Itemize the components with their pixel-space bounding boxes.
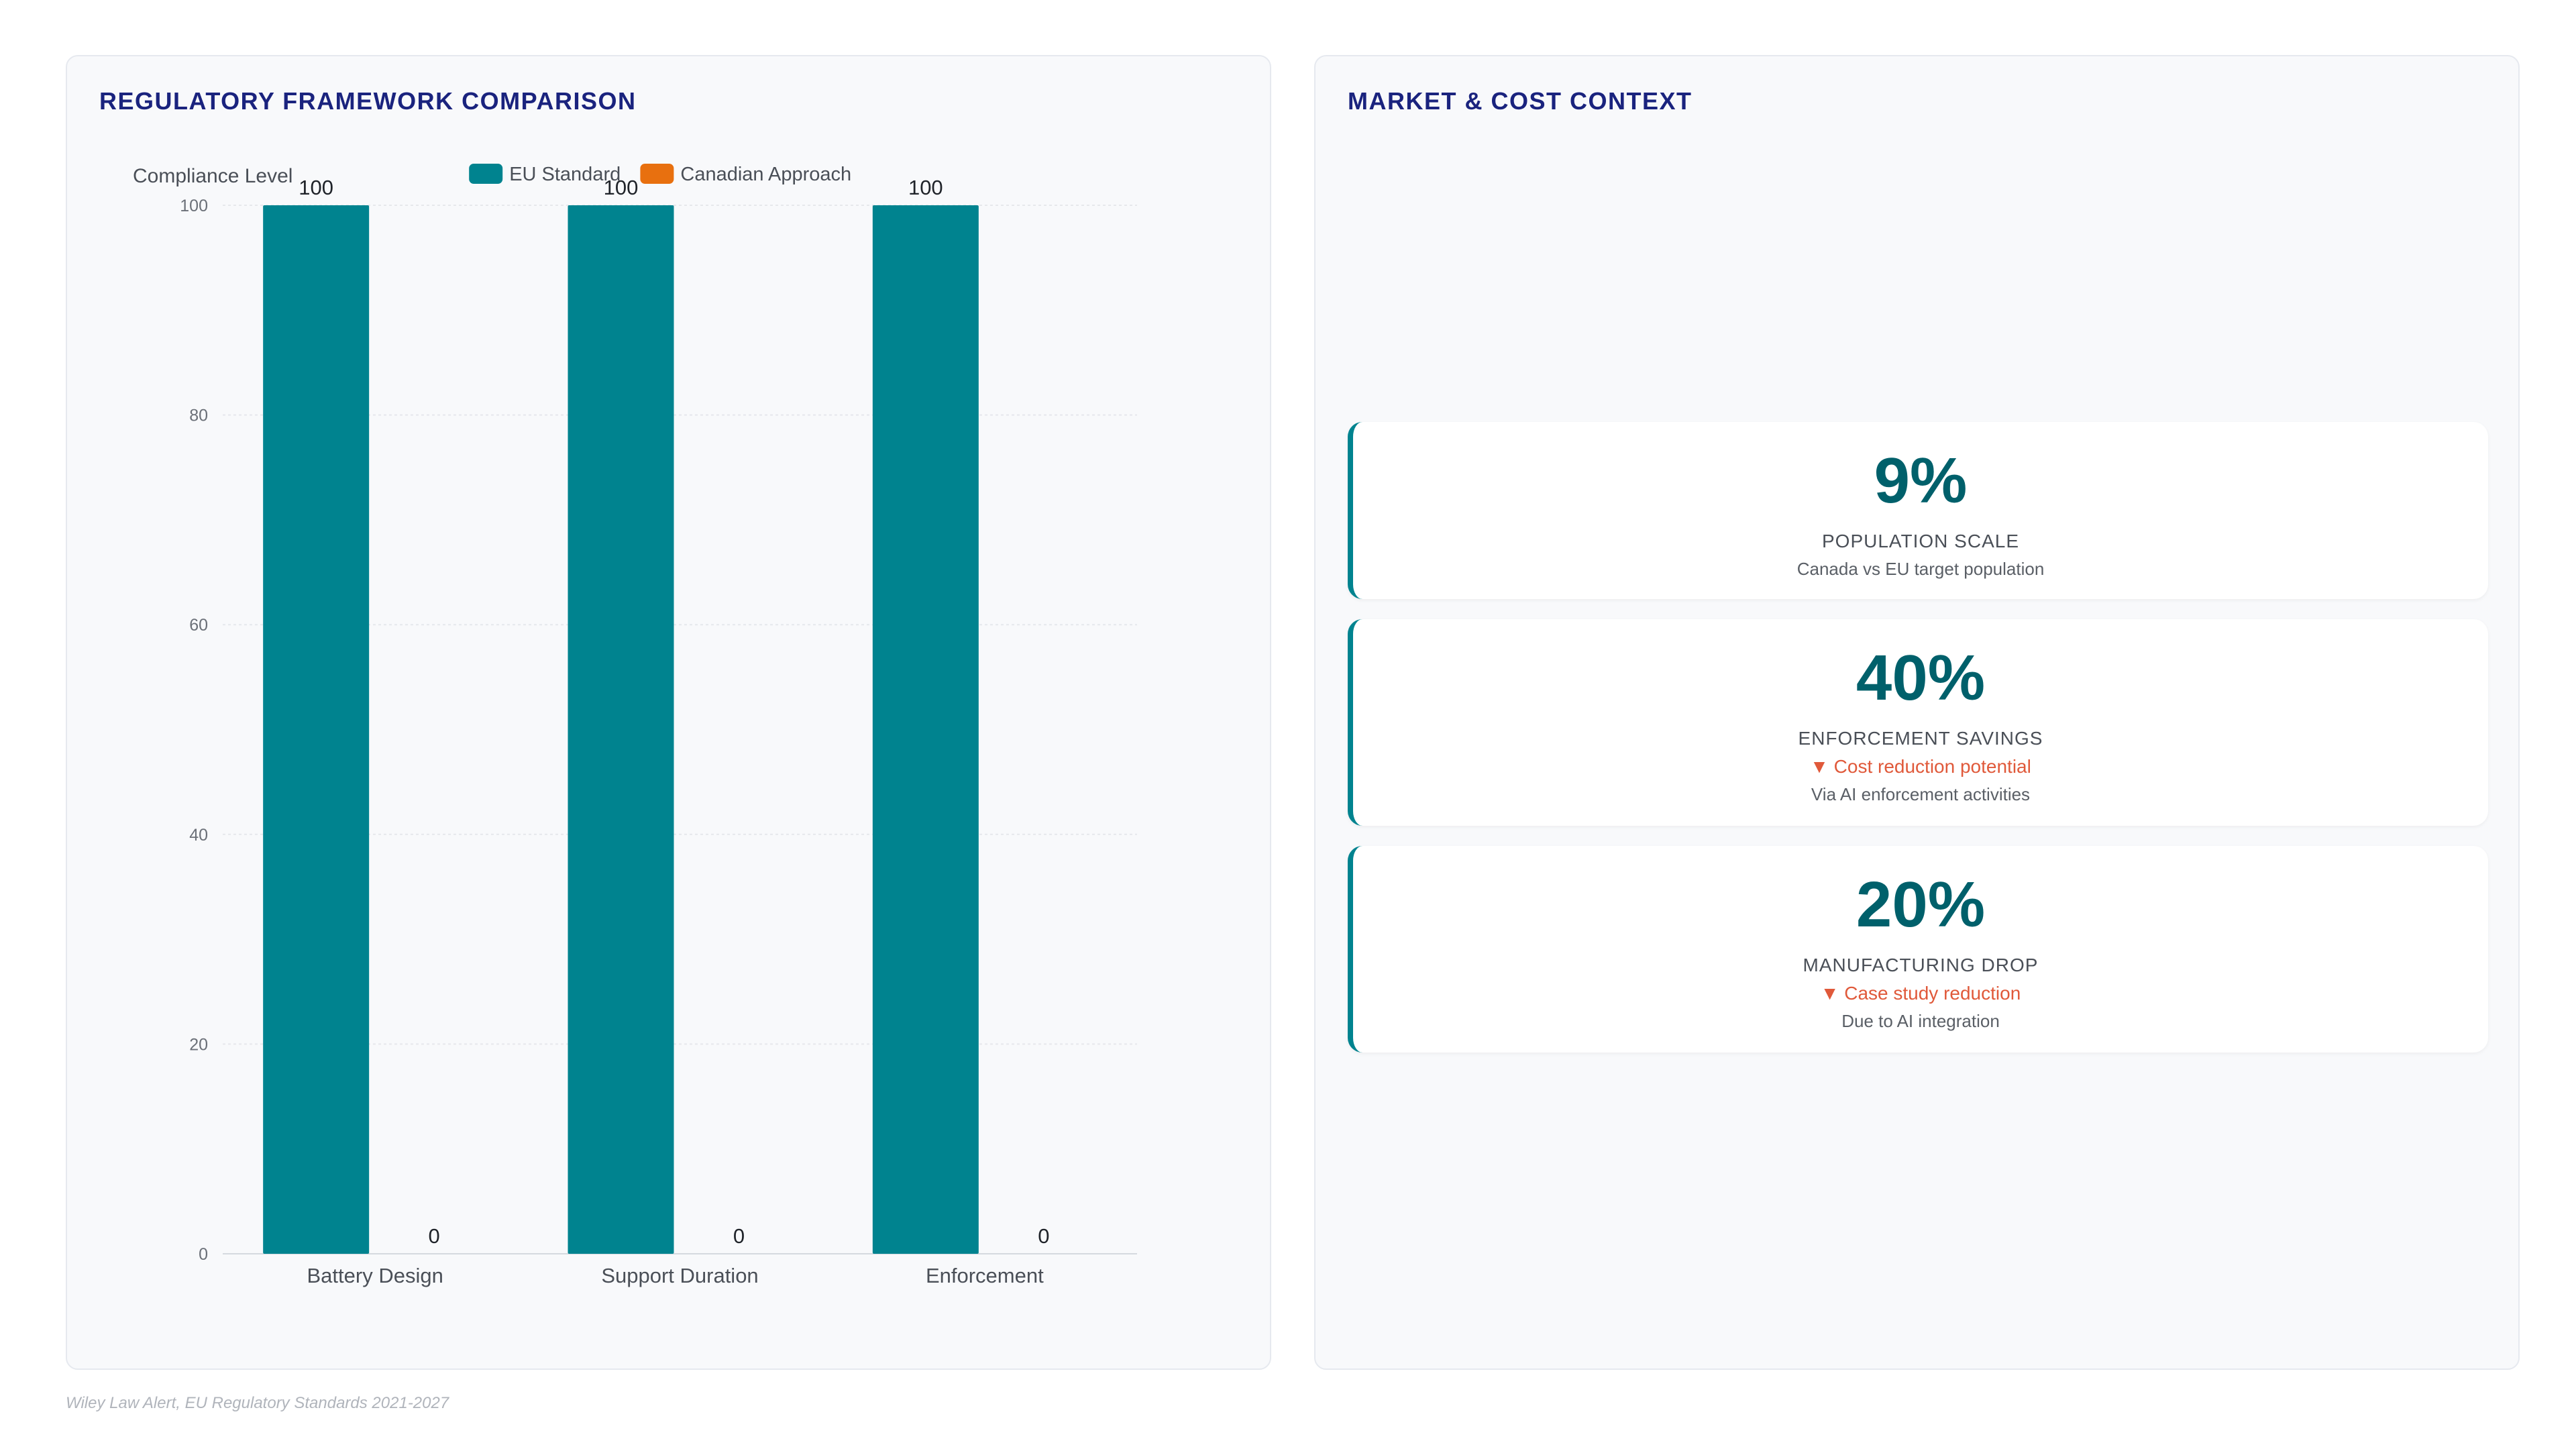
data-label: 0 [429, 1224, 440, 1248]
metric-label: MANUFACTURING DROP [1803, 955, 2039, 975]
metric-label: ENFORCEMENT SAVINGS [1798, 728, 2043, 749]
panel-title-market: MARKET & COST CONTEXT [1348, 87, 1693, 115]
metric-note: Canada vs EU target population [1796, 559, 2045, 579]
metric-value: 20% [1856, 869, 1986, 941]
panel-title-regulatory: REGULATORY FRAMEWORK COMPARISON [99, 87, 637, 115]
source-note: Wiley Law Alert, EU Regulatory Standards… [66, 1394, 449, 1412]
market-cost-panel: MARKET & COST CONTEXT 9% POPULATION SCAL… [1314, 55, 2520, 1370]
data-label: 0 [733, 1224, 745, 1248]
regulatory-comparison-panel: REGULATORY FRAMEWORK COMPARISON 0 20 40 60 8… [66, 55, 1271, 1370]
y-tick-label: 20 [189, 1035, 208, 1054]
legend-swatch [640, 164, 674, 184]
metric-card-population-scale: 9% POPULATION SCALE Canada vs EU target … [1348, 422, 2488, 599]
data-label: 100 [908, 176, 943, 199]
y-tick-label: 40 [189, 826, 208, 845]
metric-value: 40% [1856, 642, 1986, 714]
x-tick-label: Battery Design [307, 1264, 443, 1287]
y-tick-label: 0 [199, 1245, 208, 1264]
metric-delta: ▼ Case study reduction [1820, 983, 2021, 1004]
bar [263, 205, 370, 1254]
legend-swatch [469, 164, 503, 184]
metric-card-manufacturing-drop: 20% MANUFACTURING DROP ▼ Case study redu… [1348, 846, 2488, 1053]
y-tick-label: 100 [180, 197, 208, 215]
bar [872, 205, 979, 1254]
metric-delta: ▼ Cost reduction potential [1810, 756, 2031, 777]
bar [568, 205, 674, 1254]
metric-card-enforcement-savings: 40% ENFORCEMENT SAVINGS ▼ Cost reduction… [1348, 619, 2488, 826]
x-tick-label: Enforcement [926, 1264, 1044, 1287]
legend-label: EU Standard [509, 164, 621, 185]
data-label: 100 [299, 176, 333, 199]
y-axis-label: Compliance Level [133, 165, 292, 187]
legend-label: Canadian Approach [680, 164, 851, 185]
data-label: 0 [1038, 1224, 1049, 1248]
metric-note: Due to AI integration [1841, 1011, 2000, 1031]
metric-label: POPULATION SCALE [1821, 531, 2019, 551]
y-tick-label: 80 [189, 407, 208, 425]
metric-list: 9% POPULATION SCALE Canada vs EU target … [1348, 422, 2488, 1073]
data-label: 100 [604, 176, 639, 199]
metric-value: 9% [1874, 445, 1968, 517]
y-tick-label: 60 [189, 616, 208, 635]
compliance-bar-chart: 0 20 40 60 80 100 Compliance Level 100 0 Battery … [133, 164, 1137, 1287]
metric-note: Via AI enforcement activities [1811, 784, 2031, 804]
x-tick-label: Support Duration [601, 1264, 758, 1287]
